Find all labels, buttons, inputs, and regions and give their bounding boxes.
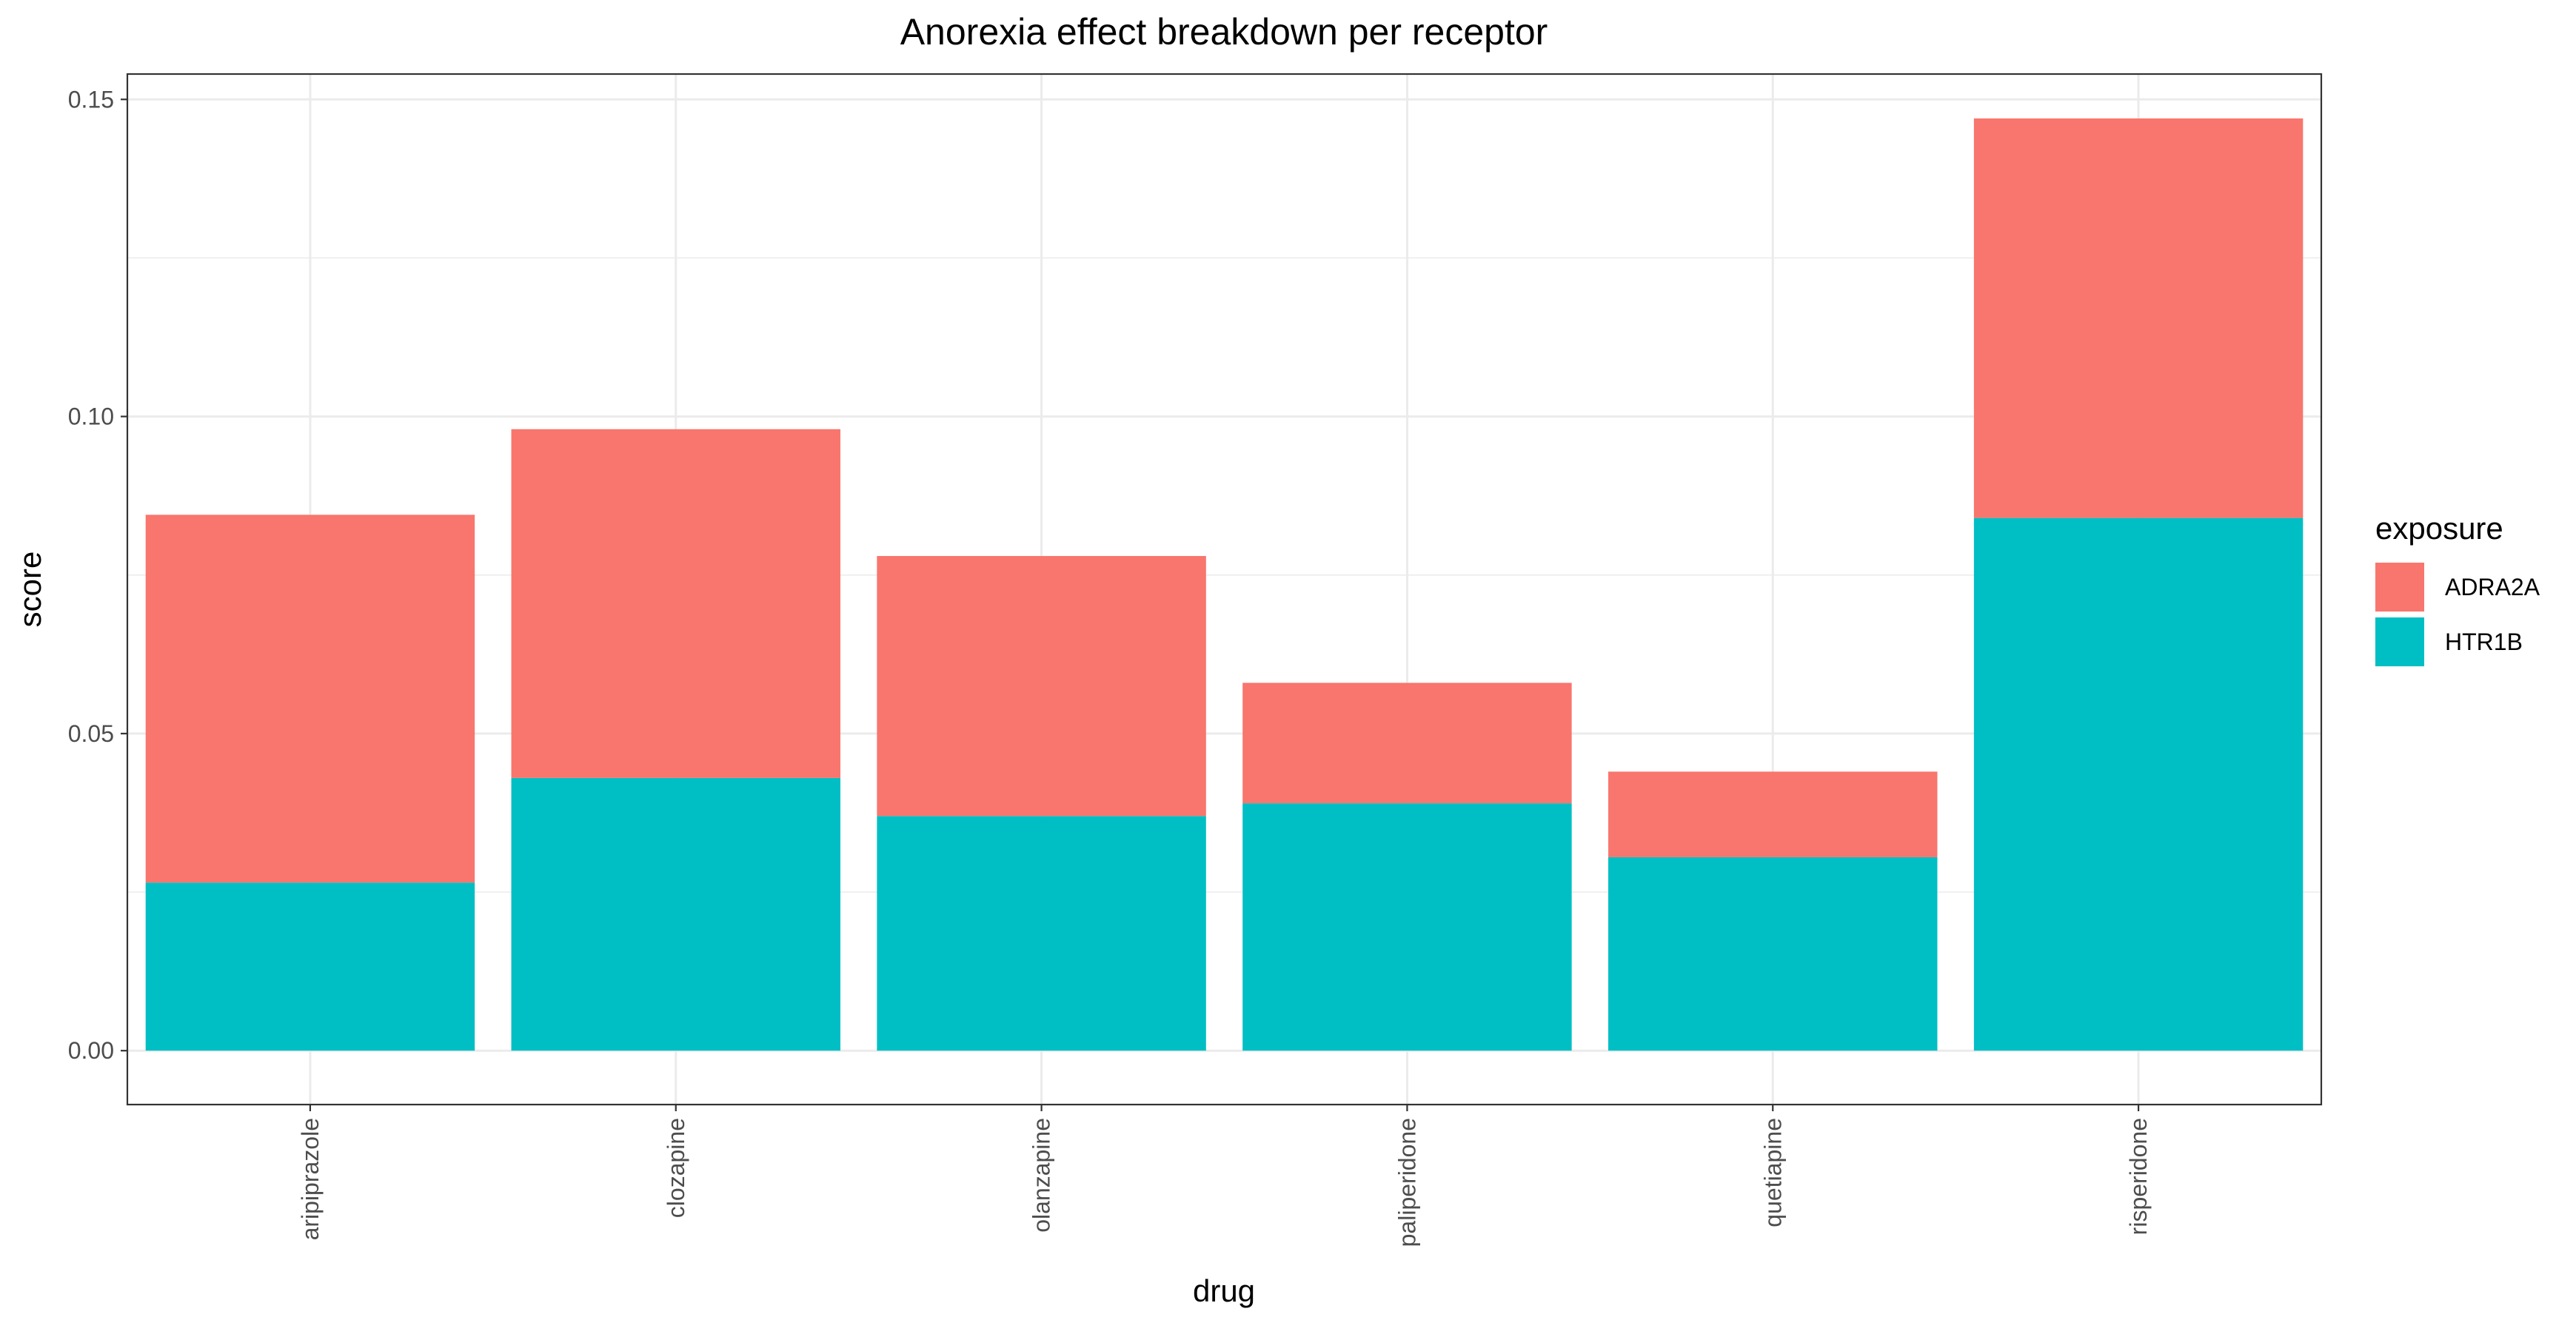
x-tick-label: aripiprazole	[297, 1118, 324, 1240]
bar-quetiapine-adra2a	[1608, 771, 1938, 857]
bars	[145, 118, 2304, 1051]
plot-area	[126, 73, 2323, 1106]
x-tick-label: olanzapine	[1028, 1118, 1055, 1233]
y-tick-label: 0.00	[68, 1037, 114, 1064]
bar-risperidone-adra2a	[1973, 118, 2304, 518]
y-tick-label: 0.05	[68, 720, 114, 747]
legend-items: ADRA2A HTR1B	[2375, 563, 2540, 666]
legend: exposure ADRA2A HTR1B	[2375, 511, 2540, 666]
x-axis: aripiprazole clozapine olanzapine paliperid…	[297, 1105, 2152, 1247]
bar-paliperidone-adra2a	[1242, 683, 1572, 804]
y-tick-label: 0.15	[68, 86, 114, 113]
legend-label: ADRA2A	[2445, 574, 2540, 600]
legend-key-adra2a	[2375, 563, 2424, 612]
panel-border	[126, 73, 2323, 1106]
x-tick-label: quetiapine	[1759, 1118, 1786, 1227]
bar-aripiprazole-htr1b	[145, 882, 475, 1051]
bar-aripiprazole-adra2a	[145, 515, 475, 883]
x-tick-label: risperidone	[2125, 1118, 2152, 1235]
legend-key-htr1b	[2375, 617, 2424, 666]
panel-background	[127, 74, 2321, 1105]
bar-risperidone-htr1b	[1973, 517, 2304, 1051]
x-axis-title: drug	[1193, 1273, 1255, 1308]
bar-olanzapine-htr1b	[877, 816, 1206, 1051]
bar-clozapine-htr1b	[511, 777, 840, 1051]
bar-quetiapine-htr1b	[1608, 857, 1938, 1051]
chart-title: Anorexia effect breakdown per receptor	[900, 11, 1548, 53]
x-tick-label: clozapine	[663, 1118, 689, 1218]
y-tick-label: 0.10	[68, 403, 114, 430]
legend-label: HTR1B	[2445, 629, 2523, 655]
y-axis-title: score	[13, 552, 47, 628]
y-axis: 0.00 0.05 0.10 0.15	[68, 86, 127, 1064]
bar-clozapine-adra2a	[511, 429, 840, 778]
bar-paliperidone-htr1b	[1242, 803, 1572, 1051]
legend-title: exposure	[2375, 511, 2503, 546]
bar-olanzapine-adra2a	[877, 556, 1206, 817]
x-tick-label: paliperidone	[1394, 1118, 1420, 1247]
